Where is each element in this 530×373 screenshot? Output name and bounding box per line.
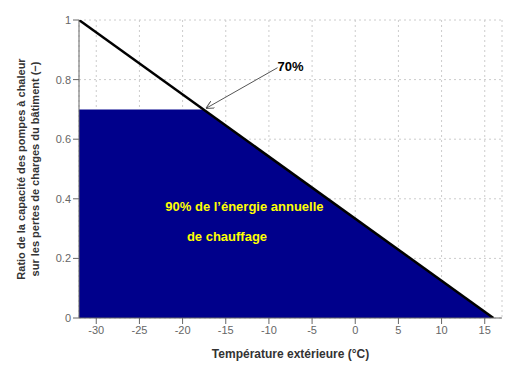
- svg-text:-10: -10: [261, 324, 277, 336]
- svg-text:-5: -5: [307, 324, 317, 336]
- svg-text:10: 10: [435, 324, 447, 336]
- svg-text:0.4: 0.4: [56, 193, 71, 205]
- svg-text:Température extérieure (°C): Température extérieure (°C): [212, 347, 369, 361]
- svg-text:-30: -30: [88, 324, 104, 336]
- svg-text:-25: -25: [131, 324, 147, 336]
- svg-text:90% de l’énergie annuelle: 90% de l’énergie annuelle: [165, 199, 323, 214]
- svg-text:0.6: 0.6: [56, 133, 71, 145]
- svg-text:-20: -20: [175, 324, 191, 336]
- svg-text:0.8: 0.8: [56, 74, 71, 86]
- svg-text:15: 15: [479, 324, 491, 336]
- svg-text:5: 5: [395, 324, 401, 336]
- svg-text:de chauffage: de chauffage: [187, 229, 267, 244]
- svg-text:70%: 70%: [278, 59, 304, 74]
- svg-text:1: 1: [65, 14, 71, 26]
- svg-text:0: 0: [65, 312, 71, 324]
- svg-text:0: 0: [352, 324, 358, 336]
- svg-text:-15: -15: [218, 324, 234, 336]
- svg-text:Ratio de la capacité des pompe: Ratio de la capacité des pompes à chaleu…: [15, 58, 41, 280]
- svg-text:0.2: 0.2: [56, 252, 71, 264]
